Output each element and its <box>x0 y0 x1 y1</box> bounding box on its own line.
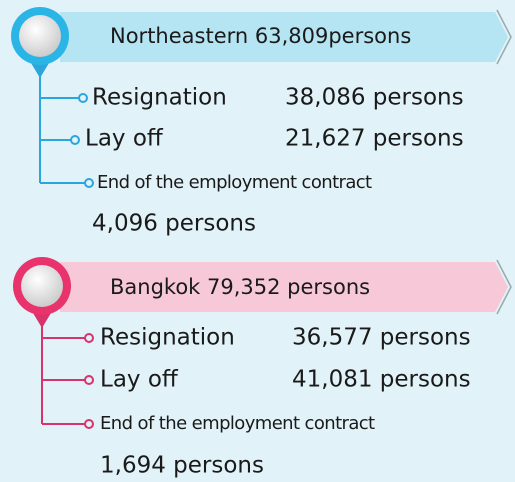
chevron <box>496 259 512 315</box>
item-value: 1,694 persons <box>100 453 264 479</box>
item-label: Resignation <box>100 325 235 351</box>
section-northeastern: Northeastern 63,809persons Resignation 3… <box>11 7 512 237</box>
chevron <box>496 9 512 65</box>
item-value: 21,627 persons <box>285 126 464 152</box>
pin-ball <box>21 265 63 307</box>
item-label: Lay off <box>100 367 179 393</box>
item-label: Resignation <box>92 85 227 111</box>
header-bar <box>60 262 508 312</box>
branches <box>40 93 94 188</box>
item-value: 36,577 persons <box>292 325 471 351</box>
section-title: Northeastern 63,809persons <box>110 24 411 48</box>
item-value: 38,086 persons <box>285 85 464 111</box>
pin-ball <box>19 15 61 57</box>
item-value: 4,096 persons <box>92 211 256 237</box>
header-bar <box>60 12 508 62</box>
item-label: End of the employment contract <box>97 172 372 193</box>
section-bangkok: Bangkok 79,352 persons Resignation 36,57… <box>13 257 512 479</box>
branches <box>42 333 94 429</box>
item-value: 41,081 persons <box>292 367 471 393</box>
item-label: End of the employment contract <box>100 413 375 434</box>
section-title: Bangkok 79,352 persons <box>110 275 370 299</box>
item-label: Lay off <box>85 126 164 152</box>
